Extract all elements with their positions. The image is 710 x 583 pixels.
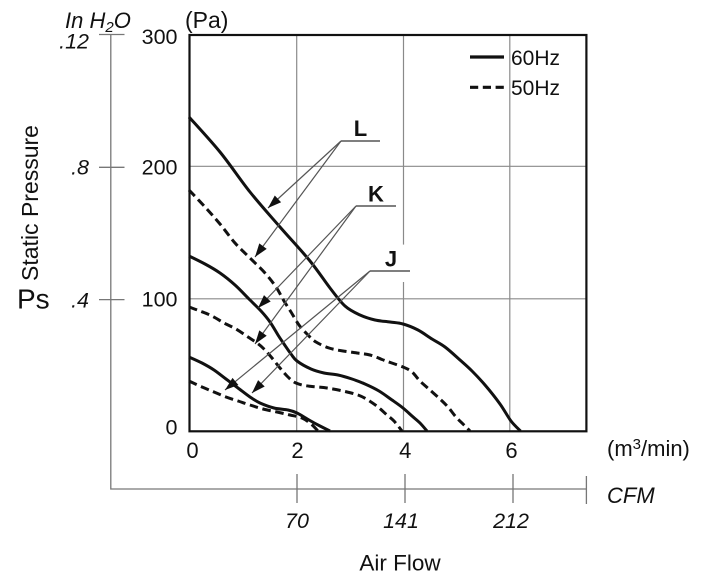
svg-text:.12: .12 [59,29,89,53]
svg-text:50Hz: 50Hz [511,77,560,100]
svg-text:.8: .8 [71,155,89,179]
svg-text:Air Flow: Air Flow [359,551,441,576]
svg-text:2: 2 [291,438,303,463]
svg-text:70: 70 [285,509,309,533]
svg-text:Static Pressure: Static Pressure [17,125,43,281]
svg-text:L: L [354,116,367,141]
svg-text:6: 6 [505,438,517,463]
svg-text:Ps: Ps [17,284,50,315]
svg-text:K: K [368,181,384,206]
svg-text:0: 0 [166,415,178,439]
svg-text:60Hz: 60Hz [511,47,560,70]
svg-text:(Pa): (Pa) [185,7,228,33]
svg-text:200: 200 [142,155,178,179]
svg-text:In H2O: In H2O [65,8,131,36]
svg-text:(m3/min): (m3/min) [607,436,690,461]
svg-text:4: 4 [399,438,411,463]
svg-text:212: 212 [492,509,529,533]
svg-text:CFM: CFM [607,483,655,508]
svg-text:141: 141 [383,509,419,533]
svg-text:100: 100 [142,288,178,312]
svg-text:J: J [385,247,397,272]
svg-text:.4: .4 [71,289,89,313]
svg-text:300: 300 [142,25,178,49]
svg-text:0: 0 [186,438,198,463]
